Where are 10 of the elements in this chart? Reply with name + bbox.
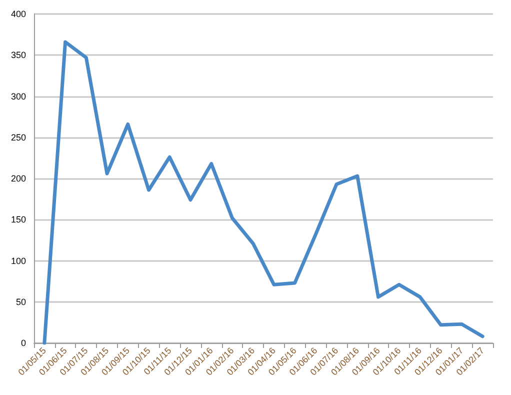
- y-tick-label: 100: [10, 256, 26, 266]
- y-tick-label: 350: [10, 50, 26, 60]
- y-tick-label: 200: [10, 174, 26, 184]
- y-tick-label: 150: [10, 214, 26, 225]
- line-series: [42, 40, 484, 345]
- y-tick-label: 0: [20, 338, 26, 348]
- y-tick-label: 300: [10, 91, 26, 102]
- y-tick-label: 50: [16, 296, 26, 307]
- y-tick-label: 250: [10, 132, 26, 142]
- y-tick-label: 400: [10, 9, 26, 19]
